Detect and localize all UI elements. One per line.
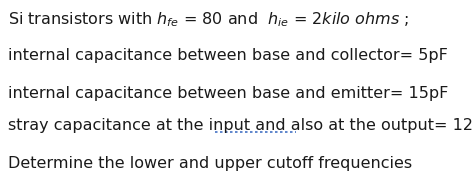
Text: internal capacitance between base and emitter= 15pF: internal capacitance between base and em… <box>8 86 448 101</box>
Text: Si transistors with $h_{fe}$ = 80 and  $h_{ie}$ = 2$\mathit{kilo\ ohms}$ ;: Si transistors with $h_{fe}$ = 80 and $h… <box>8 10 409 29</box>
Text: internal capacitance between base and collector= 5pF: internal capacitance between base and co… <box>8 48 448 63</box>
Text: stray capacitance at the input and also at the output= 12 pF: stray capacitance at the input and also … <box>8 118 472 133</box>
Text: Determine the lower and upper cutoff frequencies: Determine the lower and upper cutoff fre… <box>8 156 412 171</box>
